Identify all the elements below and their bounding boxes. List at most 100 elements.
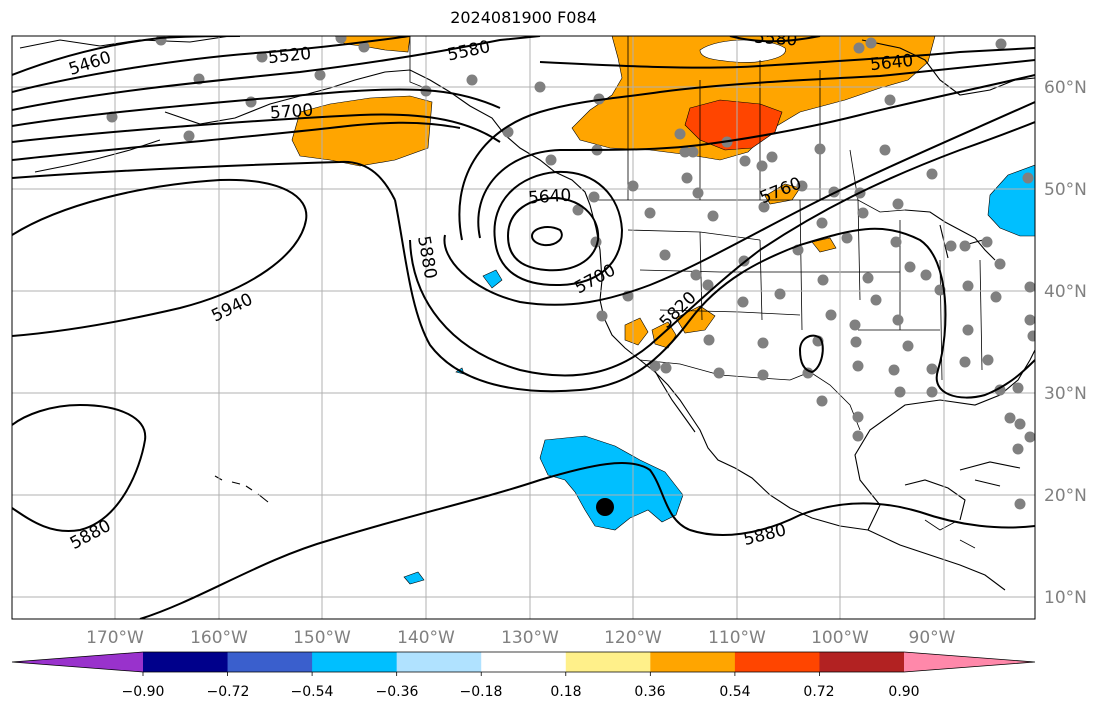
station-dot <box>865 37 877 49</box>
station-dot <box>502 126 514 138</box>
colorbar-extend-high <box>904 652 1035 672</box>
station-dot <box>981 236 993 248</box>
lon-label: 110°W <box>708 628 766 648</box>
contour-5700-west <box>12 121 461 161</box>
station-dot <box>884 94 896 106</box>
station-dot <box>852 411 864 423</box>
station-dot <box>852 430 864 442</box>
contour-row-3 <box>12 113 501 143</box>
lat-label: 20°N <box>1044 486 1087 506</box>
station-dot <box>627 180 639 192</box>
station-dot <box>737 296 749 308</box>
station-dot <box>862 272 874 284</box>
contour-row-2 <box>12 88 501 127</box>
station-dot <box>758 201 770 213</box>
station-dot <box>545 154 557 166</box>
lat-label: 10°N <box>1044 588 1087 608</box>
colorbar-tick: −0.18 <box>459 684 503 700</box>
contour-5940 <box>12 178 308 337</box>
station-dot <box>687 146 699 158</box>
negative-anomaly-canada-east <box>987 164 1035 237</box>
storm-center-marker <box>596 498 614 516</box>
station-dot <box>814 143 826 155</box>
contour-5580-canada <box>729 36 821 43</box>
station-dot <box>757 369 769 381</box>
contour-5880-south <box>12 403 147 532</box>
station-dot <box>849 319 861 331</box>
station-dot <box>703 334 715 346</box>
station-dot <box>892 198 904 210</box>
station-dot <box>982 354 994 366</box>
west-coast-coastline <box>589 204 869 531</box>
lon-label: 90°W <box>909 628 956 648</box>
station-dot <box>660 362 672 374</box>
station-dot <box>572 204 584 216</box>
station-dot <box>681 172 693 184</box>
station-dot <box>1024 314 1035 326</box>
station-dot <box>644 207 656 219</box>
contour-5880-tropics <box>139 462 1035 619</box>
contour-low-4 <box>477 74 1035 239</box>
station-dot <box>995 38 1007 50</box>
positive-anomaly-ca <box>624 317 649 346</box>
station-dot <box>870 294 882 306</box>
station-dot <box>962 280 974 292</box>
lon-label: 130°W <box>501 628 559 648</box>
station-dot <box>902 340 914 352</box>
colorbar-segment <box>143 652 229 672</box>
station-dot <box>596 310 608 322</box>
station-dot <box>649 360 661 372</box>
contour-label: 5580 <box>753 28 798 51</box>
station-dot <box>852 360 864 372</box>
station-dot <box>534 81 546 93</box>
station-dot <box>825 309 837 321</box>
lat-label: 50°N <box>1044 180 1087 200</box>
station-dot <box>959 356 971 368</box>
gulf-coast <box>854 349 1035 531</box>
station-dot <box>679 146 691 158</box>
colorbar-segment <box>227 652 313 672</box>
station-dot <box>588 191 600 203</box>
station-dot <box>1014 418 1026 430</box>
negative-anomaly-hurricane <box>539 435 684 531</box>
colorbar-segment <box>650 652 736 672</box>
contour-label: 5520 <box>267 44 312 68</box>
station-dot <box>690 269 702 281</box>
station-dot <box>816 217 828 229</box>
station-dot <box>466 74 478 86</box>
station-dot <box>879 144 891 156</box>
positive-anomaly-gulf-alaska <box>291 95 433 167</box>
station-dot <box>335 36 347 44</box>
map-background <box>12 36 1035 619</box>
contour-low-3 <box>493 170 624 287</box>
colorbar-segment <box>481 652 567 672</box>
lat-label: 30°N <box>1044 384 1087 404</box>
station-dot <box>314 69 326 81</box>
station-dot <box>756 160 768 172</box>
station-dot <box>1012 382 1024 394</box>
station-dot <box>888 364 900 376</box>
station-dot <box>774 288 786 300</box>
contour-label: 5640 <box>869 51 914 75</box>
station-dot <box>659 249 671 261</box>
station-dot <box>1014 498 1026 510</box>
station-dot <box>926 386 938 398</box>
station-dot <box>245 96 257 108</box>
station-dot <box>857 207 869 219</box>
lon-label: 100°W <box>811 628 869 648</box>
negative-anomaly-small-1 <box>482 269 503 289</box>
lon-label: 170°W <box>86 628 144 648</box>
station-dot <box>757 337 769 349</box>
colorbar-segment <box>819 652 905 672</box>
station-dot <box>817 274 829 286</box>
colorbar-extend-low <box>12 652 143 672</box>
yucatan <box>904 479 966 521</box>
map-title: 2024081900 F084 <box>450 8 597 27</box>
station-dot <box>766 151 778 163</box>
station-dot <box>990 291 1002 303</box>
baja-peninsula <box>649 361 696 433</box>
lon-label: 150°W <box>293 628 351 648</box>
colorbar-tick: 0.90 <box>888 684 920 700</box>
political-borders <box>409 36 983 549</box>
